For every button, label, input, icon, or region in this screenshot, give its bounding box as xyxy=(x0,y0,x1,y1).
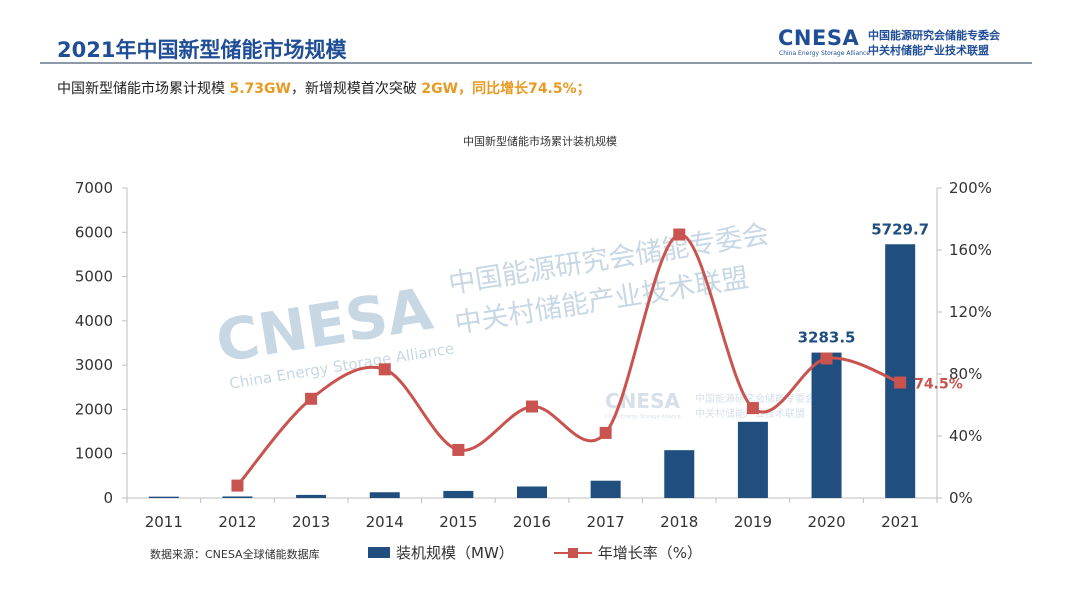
line-point-2014 xyxy=(378,363,391,376)
logo-main-text: CNESA xyxy=(778,26,860,50)
x-tick-label: 2013 xyxy=(292,513,330,531)
bar-2012 xyxy=(222,496,253,498)
x-tick-label: 2014 xyxy=(366,513,404,531)
bar-value-label: 5729.7 xyxy=(871,220,929,238)
x-tick-label: 2019 xyxy=(734,513,772,531)
bar-series xyxy=(148,244,916,498)
x-tick-label: 2016 xyxy=(513,513,551,531)
watermark-large: CNESA China Energy Storage Alliance 中国能源… xyxy=(212,219,772,393)
line-point-2018 xyxy=(673,228,686,241)
data-source-note: 数据来源：CNESA全球储能数据库 xyxy=(150,548,320,561)
chart-legend: 装机规模（MW） 年增长率（%） xyxy=(368,542,702,563)
right-tick-label: 40% xyxy=(949,427,982,445)
x-tick-label: 2012 xyxy=(218,513,256,531)
line-point-2013 xyxy=(305,392,318,405)
bar-2015 xyxy=(443,490,474,498)
chart-title: 中国新型储能市场累计装机规模 xyxy=(463,135,617,148)
watermark-small-sub: China Energy Storage Alliance xyxy=(605,414,681,420)
legend-bar-swatch xyxy=(368,547,390,558)
headline-value1: 5.73GW xyxy=(229,81,291,97)
left-tick-label: 2000 xyxy=(75,400,113,418)
bar-value-label: 3283.5 xyxy=(798,329,856,347)
right-tick-label: 160% xyxy=(949,241,992,259)
chart-axes: 0 1000 2000 3000 4000 5000 6000 7000 0% 40% 80% 120… xyxy=(75,179,992,531)
page-title: 2021年中国新型储能市场规模 xyxy=(57,38,347,62)
right-tick-label: 200% xyxy=(949,179,992,197)
left-tick-label: 0 xyxy=(103,489,113,507)
bar-2019 xyxy=(737,421,768,498)
line-point-2019 xyxy=(746,402,759,415)
legend-bar-label: 装机规模（MW） xyxy=(396,544,514,562)
data-labels: 3283.5 5729.7 74.5% xyxy=(798,220,963,392)
cnesa-logo: CNESA China Energy Storage Alliance 中国能源… xyxy=(778,26,1033,60)
line-point-2021 xyxy=(894,376,907,389)
bar-2020 xyxy=(811,352,842,498)
x-tick-label: 2015 xyxy=(439,513,477,531)
x-tick-label: 2021 xyxy=(881,513,919,531)
left-tick-label: 5000 xyxy=(75,268,113,286)
line-point-2020 xyxy=(820,352,833,365)
headline-part1: 中国新型储能市场累计规模 xyxy=(57,81,230,97)
left-tick-label: 3000 xyxy=(75,356,113,374)
bar-2016 xyxy=(517,486,547,498)
x-tick-label: 2017 xyxy=(587,513,625,531)
right-tick-label: 120% xyxy=(949,303,992,321)
x-tick-label: 2020 xyxy=(807,513,845,531)
line-point-2016 xyxy=(526,400,538,413)
bar-2018 xyxy=(664,450,695,498)
line-point-2012 xyxy=(231,479,244,492)
headline-value2: 2GW xyxy=(421,81,459,97)
watermark-layer: CNESA China Energy Storage Alliance 中国能源… xyxy=(212,219,815,420)
logo-sub-text: China Energy Storage Alliance xyxy=(779,50,870,57)
legend-line-label: 年增长率（%） xyxy=(597,544,703,562)
header-divider xyxy=(40,62,1032,64)
bar-2013 xyxy=(296,494,327,498)
growth-value-label: 74.5% xyxy=(914,377,963,393)
left-tick-label: 6000 xyxy=(75,223,113,241)
legend-line-swatch xyxy=(553,547,592,559)
bar-2017 xyxy=(590,480,621,498)
line-point-2015 xyxy=(452,443,465,456)
bar-2014 xyxy=(369,492,400,498)
headline: 中国新型储能市场累计规模 5.73GW，新增规模首次突破 2GW，同比增长74.… xyxy=(57,78,591,98)
headline-part2: ，新增规模首次突破 xyxy=(290,81,422,97)
left-tick-label: 4000 xyxy=(75,312,113,330)
x-tick-label: 2018 xyxy=(660,513,698,531)
right-tick-label: 80% xyxy=(949,365,982,383)
watermark-small-cn1: 中国能源研究会储能专委会 xyxy=(695,392,815,405)
logo-cn-line2: 中关村储能产业技术联盟 xyxy=(868,44,989,57)
watermark-small: CNESA China Energy Storage Alliance 中国能源… xyxy=(605,389,815,420)
bar-2021 xyxy=(885,244,916,498)
growth-line xyxy=(236,233,901,487)
line-point-2017 xyxy=(599,426,612,439)
growth-line-series xyxy=(231,228,907,492)
bar-2011 xyxy=(148,496,179,498)
left-tick-label: 7000 xyxy=(75,179,113,197)
left-tick-label: 1000 xyxy=(75,445,113,463)
logo-cn-line1: 中国能源研究会储能专委会 xyxy=(868,29,1000,42)
x-tick-label: 2011 xyxy=(145,513,183,531)
right-tick-label: 0% xyxy=(949,489,973,507)
headline-part3: ，同比增长74.5%； xyxy=(458,81,591,97)
